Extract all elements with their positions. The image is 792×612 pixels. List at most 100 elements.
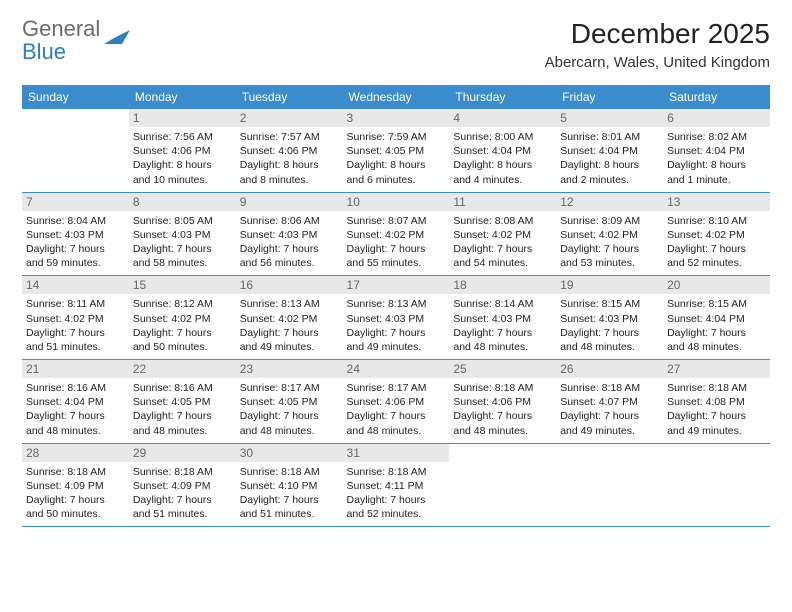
day-info-line: Sunrise: 7:59 AM xyxy=(347,130,446,144)
day-info-line: Sunrise: 8:15 AM xyxy=(667,297,766,311)
day-info-line: and 55 minutes. xyxy=(347,256,446,270)
day-info-line: Sunset: 4:06 PM xyxy=(453,395,552,409)
day-info-line: Daylight: 7 hours xyxy=(667,326,766,340)
day-number: 30 xyxy=(236,444,343,462)
day-info-line: Sunset: 4:06 PM xyxy=(240,144,339,158)
day-info-line: Sunrise: 8:18 AM xyxy=(240,465,339,479)
day-info: Sunrise: 8:01 AMSunset: 4:04 PMDaylight:… xyxy=(560,130,659,187)
day-number: 6 xyxy=(663,109,770,127)
calendar-day-cell: 22Sunrise: 8:16 AMSunset: 4:05 PMDayligh… xyxy=(129,360,236,444)
logo: General Blue xyxy=(22,18,130,64)
day-info-line: Sunset: 4:03 PM xyxy=(453,312,552,326)
day-info-line: Sunrise: 8:13 AM xyxy=(347,297,446,311)
day-number: 26 xyxy=(556,360,663,378)
calendar-day-cell: 11Sunrise: 8:08 AMSunset: 4:02 PMDayligh… xyxy=(449,192,556,276)
day-number: 5 xyxy=(556,109,663,127)
day-info: Sunrise: 8:15 AMSunset: 4:03 PMDaylight:… xyxy=(560,297,659,354)
day-info-line: and 48 minutes. xyxy=(453,340,552,354)
day-number: 1 xyxy=(129,109,236,127)
day-info-line: Sunrise: 8:18 AM xyxy=(453,381,552,395)
day-info: Sunrise: 8:11 AMSunset: 4:02 PMDaylight:… xyxy=(26,297,125,354)
day-info-line: Daylight: 7 hours xyxy=(26,326,125,340)
day-number: 23 xyxy=(236,360,343,378)
day-info-line: and 59 minutes. xyxy=(26,256,125,270)
day-number: 20 xyxy=(663,276,770,294)
day-info-line: Daylight: 8 hours xyxy=(240,158,339,172)
day-info: Sunrise: 8:16 AMSunset: 4:04 PMDaylight:… xyxy=(26,381,125,438)
day-number: 28 xyxy=(22,444,129,462)
day-number: 2 xyxy=(236,109,343,127)
day-info: Sunrise: 8:14 AMSunset: 4:03 PMDaylight:… xyxy=(453,297,552,354)
day-number: 24 xyxy=(343,360,450,378)
day-number: 12 xyxy=(556,193,663,211)
day-info-line: Daylight: 8 hours xyxy=(667,158,766,172)
day-info-line: and 49 minutes. xyxy=(240,340,339,354)
calendar-day-cell: 18Sunrise: 8:14 AMSunset: 4:03 PMDayligh… xyxy=(449,276,556,360)
location-text: Abercarn, Wales, United Kingdom xyxy=(545,54,770,71)
day-info: Sunrise: 8:07 AMSunset: 4:02 PMDaylight:… xyxy=(347,214,446,271)
day-info-line: and 48 minutes. xyxy=(560,340,659,354)
day-info-line: Daylight: 7 hours xyxy=(453,242,552,256)
day-info-line: Sunset: 4:05 PM xyxy=(240,395,339,409)
day-info-line: and 50 minutes. xyxy=(133,340,232,354)
day-info-line: and 2 minutes. xyxy=(560,173,659,187)
day-info-line: Daylight: 7 hours xyxy=(26,242,125,256)
day-number: 15 xyxy=(129,276,236,294)
month-title: December 2025 xyxy=(545,18,770,50)
day-info-line: Sunset: 4:02 PM xyxy=(347,228,446,242)
calendar-day-cell: 7Sunrise: 8:04 AMSunset: 4:03 PMDaylight… xyxy=(22,192,129,276)
day-info-line: Sunset: 4:04 PM xyxy=(26,395,125,409)
calendar-day-cell: 15Sunrise: 8:12 AMSunset: 4:02 PMDayligh… xyxy=(129,276,236,360)
day-info-line: Sunset: 4:04 PM xyxy=(667,144,766,158)
day-number: 8 xyxy=(129,193,236,211)
day-info-line: Daylight: 7 hours xyxy=(347,493,446,507)
day-info-line: Sunrise: 8:18 AM xyxy=(26,465,125,479)
title-block: December 2025 Abercarn, Wales, United Ki… xyxy=(545,18,770,71)
calendar-day-cell: 2 Sunrise: 7:57 AMSunset: 4:06 PMDaylight… xyxy=(236,109,343,192)
day-info-line: Daylight: 7 hours xyxy=(240,409,339,423)
calendar-day-cell: 10Sunrise: 8:07 AMSunset: 4:02 PMDayligh… xyxy=(343,192,450,276)
day-info-line: Daylight: 7 hours xyxy=(240,493,339,507)
day-info-line: Sunset: 4:04 PM xyxy=(560,144,659,158)
day-info-line: and 49 minutes. xyxy=(560,424,659,438)
calendar-day-cell: 5 Sunrise: 8:01 AMSunset: 4:04 PMDaylight… xyxy=(556,109,663,192)
calendar-day-cell: 30Sunrise: 8:18 AMSunset: 4:10 PMDayligh… xyxy=(236,443,343,527)
day-info: Sunrise: 8:06 AMSunset: 4:03 PMDaylight:… xyxy=(240,214,339,271)
day-info-line: and 56 minutes. xyxy=(240,256,339,270)
day-info: Sunrise: 8:02 AMSunset: 4:04 PMDaylight:… xyxy=(667,130,766,187)
day-info: Sunrise: 8:18 AMSunset: 4:09 PMDaylight:… xyxy=(133,465,232,522)
calendar-week-row: 1Sunrise: 7:56 AMSunset: 4:06 PMDaylight… xyxy=(22,109,770,192)
day-number: 14 xyxy=(22,276,129,294)
day-info-line: Sunrise: 8:05 AM xyxy=(133,214,232,228)
day-info-line: Sunset: 4:02 PM xyxy=(453,228,552,242)
day-info-line: Sunrise: 8:17 AM xyxy=(347,381,446,395)
calendar-day-cell: 20Sunrise: 8:15 AMSunset: 4:04 PMDayligh… xyxy=(663,276,770,360)
day-number: 17 xyxy=(343,276,450,294)
day-info-line: Sunset: 4:04 PM xyxy=(453,144,552,158)
day-info-line: Daylight: 7 hours xyxy=(453,326,552,340)
calendar-day-cell: 12Sunrise: 8:09 AMSunset: 4:02 PMDayligh… xyxy=(556,192,663,276)
day-info: Sunrise: 8:10 AMSunset: 4:02 PMDaylight:… xyxy=(667,214,766,271)
day-header-row: Sunday Monday Tuesday Wednesday Thursday… xyxy=(22,85,770,109)
day-info-line: Daylight: 7 hours xyxy=(560,242,659,256)
day-info: Sunrise: 8:18 AMSunset: 4:07 PMDaylight:… xyxy=(560,381,659,438)
day-info-line: Daylight: 7 hours xyxy=(667,242,766,256)
calendar-day-cell xyxy=(22,109,129,192)
calendar-day-cell: 4Sunrise: 8:00 AMSunset: 4:04 PMDaylight… xyxy=(449,109,556,192)
logo-text-1: General xyxy=(22,16,100,41)
day-info-line: Daylight: 8 hours xyxy=(453,158,552,172)
day-info-line: Daylight: 7 hours xyxy=(133,493,232,507)
day-info-line: Sunrise: 8:10 AM xyxy=(667,214,766,228)
calendar-day-cell: 21Sunrise: 8:16 AMSunset: 4:04 PMDayligh… xyxy=(22,360,129,444)
day-info: Sunrise: 8:18 AMSunset: 4:09 PMDaylight:… xyxy=(26,465,125,522)
day-info-line: Sunset: 4:02 PM xyxy=(26,312,125,326)
calendar-day-cell: 17Sunrise: 8:13 AMSunset: 4:03 PMDayligh… xyxy=(343,276,450,360)
day-info-line: Sunrise: 8:04 AM xyxy=(26,214,125,228)
day-info-line: Sunset: 4:02 PM xyxy=(667,228,766,242)
day-info-line: Sunrise: 7:57 AM xyxy=(240,130,339,144)
day-info-line: and 51 minutes. xyxy=(240,507,339,521)
day-info-line: Sunrise: 8:18 AM xyxy=(347,465,446,479)
calendar-day-cell: 16Sunrise: 8:13 AMSunset: 4:02 PMDayligh… xyxy=(236,276,343,360)
day-info-line: Daylight: 7 hours xyxy=(26,493,125,507)
day-info-line: Sunrise: 8:08 AM xyxy=(453,214,552,228)
